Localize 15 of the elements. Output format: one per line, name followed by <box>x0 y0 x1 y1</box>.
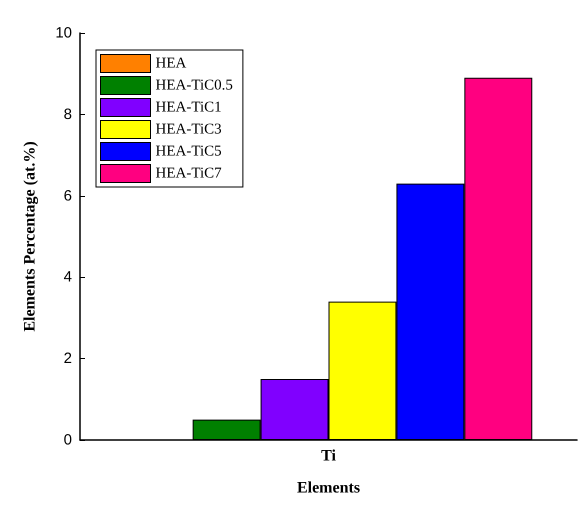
y-tick-label: 6 <box>64 187 72 204</box>
y-tick-label: 4 <box>64 268 72 286</box>
y-tick-label: 8 <box>64 106 72 123</box>
legend-label: HEA <box>156 56 186 72</box>
y-tick-label: 10 <box>55 24 72 42</box>
legend-label: HEA-TiC5 <box>156 144 222 160</box>
x-axis-title: Elements <box>296 480 360 496</box>
y-tick-label: 2 <box>64 350 72 368</box>
x-tick-label: Ti <box>321 448 336 464</box>
y-tick-label: 0 <box>64 432 72 448</box>
legend-label: HEA-TiC7 <box>156 166 222 182</box>
legend-label: HEA-TiC3 <box>156 122 222 138</box>
y-axis-title: Elements Percentage (at.%) <box>22 141 38 332</box>
legend-label: HEA-TiC0.5 <box>156 78 233 94</box>
legend-label: HEA-TiC1 <box>156 100 222 116</box>
